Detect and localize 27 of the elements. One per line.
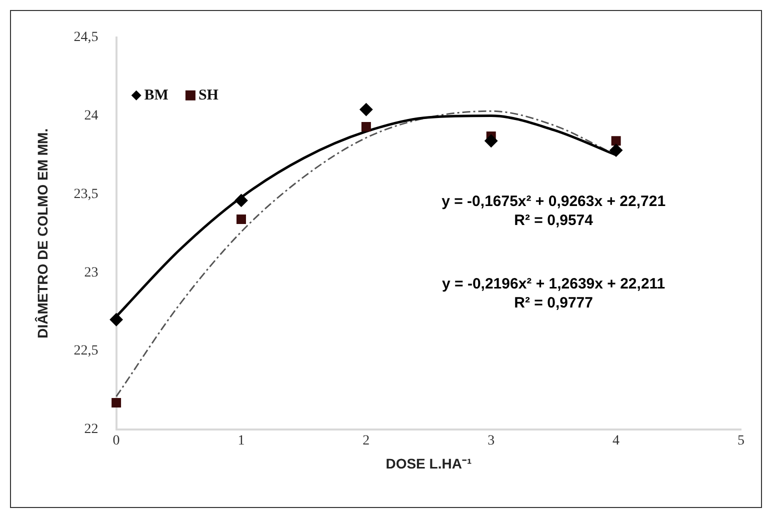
y-tick-label: 22: [84, 422, 98, 438]
annotation: y = -0,2196x² + 1,2639x + 22,211 R² = 0,9777: [442, 275, 666, 312]
point: [236, 214, 246, 224]
legend-label: BM: [144, 87, 168, 104]
legend-label: SH: [198, 87, 219, 104]
point: [110, 313, 123, 326]
y-axis-title: DIÂMETRO DE COLMO EM MM.: [34, 128, 50, 338]
x-tick-label: 3: [488, 433, 495, 448]
point: [234, 194, 248, 207]
x-tick-label: 5: [738, 433, 744, 448]
point: [361, 122, 371, 132]
point: [484, 134, 498, 148]
y-tick-label: 22,5: [74, 344, 98, 359]
point: [611, 136, 621, 146]
point: [610, 144, 623, 157]
x-tick-label: 0: [112, 433, 120, 448]
point: [360, 103, 373, 116]
annotation: y = -0,1675x² + 0,9263x + 22,721 R² = 0,9574: [442, 192, 666, 229]
point: [112, 398, 122, 408]
x-tick-label: 4: [612, 433, 620, 448]
y-tick-label: 24,5: [74, 30, 98, 46]
x-tick-label: 2: [362, 433, 370, 448]
x-tick-label: 1: [238, 433, 245, 448]
x-axis-title: DOSE L.HA⁻¹: [386, 455, 472, 472]
y-tick-label: 23,5: [74, 186, 98, 202]
y-tick-label: 24: [84, 108, 98, 124]
y-tick-label: 23: [84, 265, 98, 280]
